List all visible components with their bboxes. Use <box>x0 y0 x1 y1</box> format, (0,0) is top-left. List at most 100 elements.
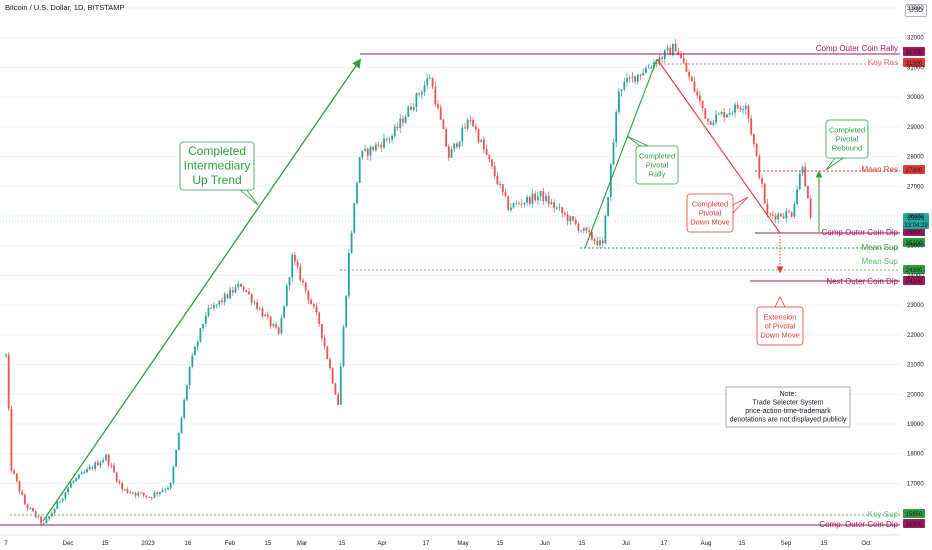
candle-body <box>515 202 518 204</box>
candle-body <box>237 283 240 288</box>
y-tick-label: 24000 <box>907 273 924 279</box>
candle-body <box>118 481 121 484</box>
candle-body <box>480 139 483 142</box>
candle-body <box>547 196 550 204</box>
candle-body <box>477 129 480 142</box>
candle-body <box>507 196 510 211</box>
candle-body <box>412 107 415 110</box>
x-tick-label: 2023 <box>141 541 155 547</box>
candle-body <box>32 508 34 512</box>
candle-body <box>7 354 10 409</box>
candle-body <box>531 193 534 204</box>
callout-extension-text: Down Move <box>760 330 800 339</box>
candle-body <box>761 178 763 184</box>
candle-body <box>361 150 364 158</box>
candle-body <box>769 213 771 215</box>
candle-body <box>601 240 604 244</box>
candle-body <box>342 327 345 367</box>
candle-body <box>280 317 283 334</box>
candle-body <box>755 143 758 156</box>
callout-pivotal-rally-box <box>635 145 679 185</box>
candle-body <box>183 399 186 418</box>
candle-body <box>191 355 194 367</box>
candle-body <box>45 518 48 524</box>
candle-body <box>156 492 159 495</box>
candle-body <box>453 143 456 149</box>
candle-body <box>566 214 569 222</box>
candle-body <box>450 148 453 158</box>
y-tick-label: 27000 <box>907 184 924 190</box>
candle-body <box>393 126 396 136</box>
candle-body <box>15 473 18 482</box>
candle-body <box>542 191 545 202</box>
candle-body <box>177 432 180 451</box>
candle-body <box>680 54 682 59</box>
callout-pivotal-rally-text: Rally <box>649 169 666 178</box>
candle-body <box>447 146 450 158</box>
candle-body <box>167 487 169 490</box>
candle-body <box>304 282 307 291</box>
candle-body <box>356 182 358 204</box>
candle-body <box>296 261 299 267</box>
candle-body <box>48 516 51 519</box>
x-tick-label: 15 <box>497 541 504 547</box>
candle-body <box>607 197 609 216</box>
candle-body <box>261 308 264 317</box>
candle-body <box>148 496 150 498</box>
candle-body <box>591 231 593 240</box>
candle-body <box>113 465 115 473</box>
candle-body <box>83 472 86 474</box>
candle-body <box>53 509 56 514</box>
candle-body <box>86 469 88 473</box>
callout-extension-text: Extension <box>764 312 797 321</box>
level-label: Mean Res <box>862 165 898 174</box>
candle-body <box>285 285 288 306</box>
candle-body <box>553 202 555 209</box>
candle-body <box>75 478 78 482</box>
price-badge-text: 15850 <box>906 512 923 518</box>
candle-body <box>242 286 245 291</box>
candle-body <box>788 211 790 213</box>
candle-body <box>634 76 636 82</box>
candle-body <box>107 454 110 466</box>
candle-body <box>469 119 472 121</box>
candle-body <box>774 215 777 220</box>
note-box <box>725 386 851 428</box>
candle-body <box>88 467 91 470</box>
candle-body <box>763 183 766 204</box>
candle-body <box>464 127 466 129</box>
candle-body <box>577 224 580 231</box>
candle-body <box>426 78 429 86</box>
y-tick-label: 29000 <box>907 125 924 131</box>
candle-body <box>275 324 277 328</box>
candle-body <box>636 74 639 82</box>
x-tick-label: 7 <box>4 541 8 547</box>
candle-body <box>780 213 782 217</box>
candle-body <box>523 202 526 205</box>
candle-body <box>588 230 591 232</box>
candle-body <box>350 232 353 253</box>
candle-body <box>707 118 709 122</box>
price-badge <box>903 276 925 285</box>
candle-body <box>658 57 661 65</box>
x-tick-label: 15 <box>579 541 586 547</box>
candle-body <box>558 207 561 209</box>
candle-body <box>153 492 156 498</box>
candle-body <box>175 450 177 467</box>
candle-body <box>132 492 134 494</box>
candle-body <box>199 328 202 342</box>
candle-body <box>526 197 528 203</box>
x-tick-label: Jun <box>540 541 550 547</box>
candle-body <box>226 294 229 299</box>
x-tick-label: May <box>457 541 468 547</box>
candle-body <box>723 112 726 118</box>
candle-body <box>134 493 137 496</box>
candle-body <box>423 85 426 93</box>
candle-body <box>766 203 769 214</box>
y-tick-label: 20000 <box>907 392 924 398</box>
candle-body <box>331 368 334 384</box>
currency-button[interactable]: USD <box>905 4 927 17</box>
candle-body <box>647 67 650 69</box>
candle-body <box>582 227 585 231</box>
